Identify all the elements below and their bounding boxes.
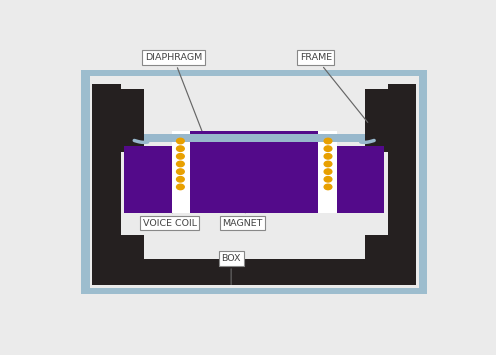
Bar (172, 131, 190, 213)
Circle shape (177, 161, 184, 167)
Bar (81, 70, 427, 294)
Circle shape (324, 169, 332, 174)
Text: MAGNET: MAGNET (223, 182, 263, 228)
Bar (387, 84, 417, 284)
Text: FRAME: FRAME (300, 53, 368, 122)
Circle shape (324, 154, 332, 159)
Circle shape (324, 161, 332, 167)
Bar (119, 89, 144, 152)
Circle shape (177, 138, 184, 144)
Bar (189, 131, 319, 213)
Circle shape (177, 169, 184, 174)
Circle shape (177, 154, 184, 159)
Circle shape (177, 184, 184, 190)
Circle shape (324, 146, 332, 151)
Text: BOX: BOX (221, 254, 241, 284)
Bar (124, 147, 172, 213)
Circle shape (177, 176, 184, 182)
Bar (119, 235, 144, 284)
Bar (365, 89, 389, 152)
Bar (92, 84, 121, 284)
Text: DIAPHRAGM: DIAPHRAGM (145, 53, 203, 134)
Circle shape (324, 184, 332, 190)
Bar (143, 258, 365, 284)
Bar (336, 147, 384, 213)
Bar (318, 131, 337, 213)
Bar (90, 76, 419, 288)
Circle shape (177, 146, 184, 151)
Bar (144, 134, 365, 142)
Bar (365, 235, 389, 284)
Circle shape (324, 138, 332, 144)
Circle shape (324, 176, 332, 182)
Text: VOICE COIL: VOICE COIL (143, 182, 196, 228)
